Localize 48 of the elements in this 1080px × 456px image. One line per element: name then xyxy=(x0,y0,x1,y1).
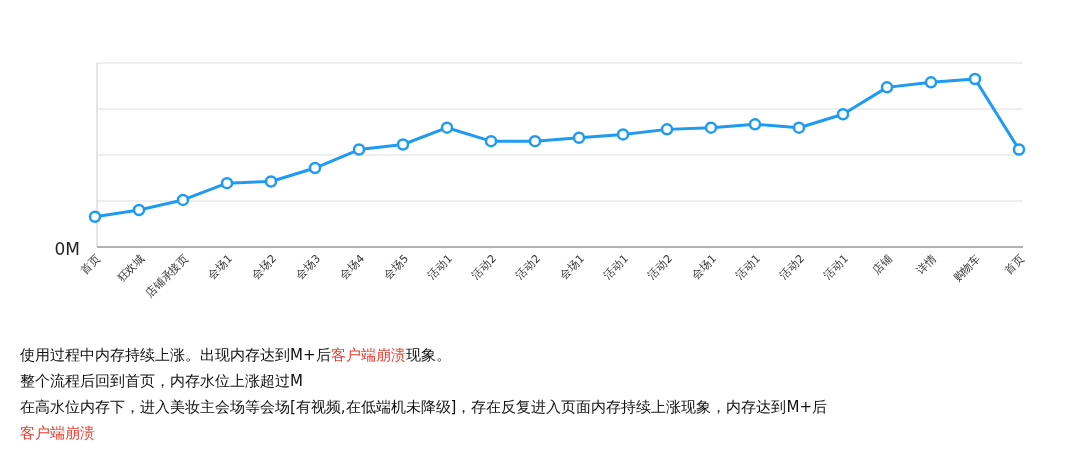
point xyxy=(308,161,322,175)
point xyxy=(572,131,586,145)
point xyxy=(88,210,102,223)
x-tick-label: 会场1 xyxy=(557,251,588,282)
point xyxy=(616,128,630,141)
x-tick-label: 活动2 xyxy=(469,251,500,282)
x-tick-label: 活动2 xyxy=(777,251,808,282)
point xyxy=(396,138,410,151)
x-tick-label: 会场2 xyxy=(249,251,280,282)
point xyxy=(924,76,938,89)
x-tick-label: 活动1 xyxy=(601,251,632,282)
point xyxy=(440,121,454,134)
text: 使用过程中内存持续上涨。出现内存达到M+后客户端崩溃现象。 xyxy=(20,346,451,364)
x-tick-label: 详情 xyxy=(914,251,940,277)
point xyxy=(792,121,806,134)
x-tick-label: 活动1 xyxy=(425,251,456,282)
x-tick-label: 会场3 xyxy=(293,251,324,282)
x-tick-label: 会场4 xyxy=(337,251,368,282)
point xyxy=(484,134,498,148)
text: 0M xyxy=(54,239,80,259)
x-tick-label: 店铺 xyxy=(870,251,896,277)
x-tick-label: 会场1 xyxy=(689,251,720,282)
x-tick-label: 活动2 xyxy=(513,251,544,282)
point xyxy=(836,108,850,121)
text: 在高水位内存下，进入美妆主会场等会场[有视频,在低端机未降级]，存在反复进入页面内存持续上涨现象，内存达到M+后 xyxy=(20,398,827,416)
point xyxy=(660,123,674,136)
point xyxy=(968,72,982,86)
point xyxy=(176,193,190,207)
point xyxy=(220,176,234,190)
point xyxy=(1012,143,1026,156)
point xyxy=(132,203,146,217)
x-tick-label: 首页 xyxy=(78,251,104,277)
x-tick-label: 购物车 xyxy=(950,251,984,285)
x-tick-label: 首页 xyxy=(1002,251,1028,277)
text: 客户端崩溃 xyxy=(20,424,95,442)
x-tick-label: 会场1 xyxy=(205,251,236,282)
point xyxy=(352,143,366,156)
x-tick-label: 活动1 xyxy=(821,251,852,282)
point xyxy=(880,81,894,94)
text: 整个流程后回到首页，内存水位上涨超过M xyxy=(20,372,303,390)
point xyxy=(528,134,542,148)
x-tick-label: 活动2 xyxy=(645,251,676,282)
point xyxy=(264,175,278,188)
point xyxy=(748,118,762,131)
x-tick-label: 狂欢城 xyxy=(114,251,148,285)
point xyxy=(704,121,718,134)
x-tick-label: 会场5 xyxy=(381,251,412,282)
x-tick-label: 活动1 xyxy=(733,251,764,282)
